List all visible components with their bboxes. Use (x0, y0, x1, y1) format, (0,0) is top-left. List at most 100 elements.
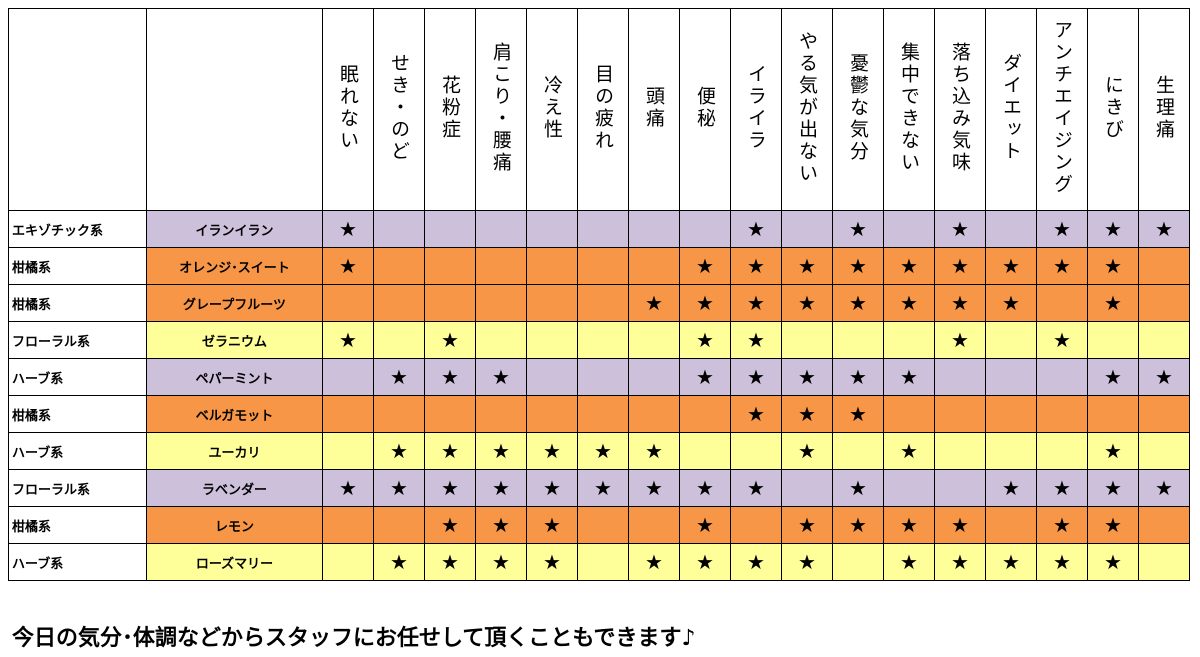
star-mark: ★ (730, 210, 782, 248)
oil-name-cell: イランイラン (146, 210, 323, 248)
empty-cell (526, 247, 578, 285)
star-mark: ★ (628, 469, 680, 507)
star-mark: ★ (832, 210, 884, 248)
star-mark: ★ (1036, 210, 1088, 248)
empty-cell (424, 395, 476, 433)
header-symptom: にきび (1087, 8, 1139, 211)
empty-cell (373, 210, 425, 248)
header-name (146, 8, 323, 211)
empty-cell (475, 247, 527, 285)
empty-cell (322, 432, 374, 470)
star-mark: ★ (373, 358, 425, 396)
empty-cell (1138, 432, 1190, 470)
empty-cell (577, 247, 629, 285)
category-cell: 柑橘系 (8, 247, 147, 285)
empty-cell (628, 210, 680, 248)
empty-cell (1087, 395, 1139, 433)
empty-cell (373, 284, 425, 322)
category-cell: エキゾチック系 (8, 210, 147, 248)
empty-cell (577, 506, 629, 544)
star-mark: ★ (985, 284, 1037, 322)
star-mark: ★ (934, 506, 986, 544)
category-cell: フローラル系 (8, 469, 147, 507)
symptom-label: 肩こり・腰痛 (490, 41, 512, 174)
star-mark: ★ (730, 247, 782, 285)
star-mark: ★ (730, 284, 782, 322)
header-symptom: 落ち込み気味 (934, 8, 986, 211)
header-symptom: 花粉症 (424, 8, 476, 211)
star-mark: ★ (526, 469, 578, 507)
header-symptom: 頭痛 (628, 8, 680, 211)
star-mark: ★ (832, 358, 884, 396)
empty-cell (526, 395, 578, 433)
header-symptom: 肩こり・腰痛 (475, 8, 527, 211)
empty-cell (883, 395, 935, 433)
empty-cell (322, 358, 374, 396)
empty-cell (1036, 284, 1088, 322)
star-mark: ★ (679, 543, 731, 581)
table-row: エキゾチック系 イランイラン ★ ★ ★ ★ ★ ★ ★ (8, 210, 1190, 248)
symptom-label: せき・のど (388, 52, 410, 163)
star-mark: ★ (781, 247, 833, 285)
oil-name-cell: ベルガモット (146, 395, 323, 433)
star-mark: ★ (526, 543, 578, 581)
table-row: ハーブ系 ユーカリ ★ ★ ★ ★ ★ ★ ★ ★ ★ (8, 432, 1190, 470)
star-mark: ★ (679, 284, 731, 322)
star-mark: ★ (985, 543, 1037, 581)
oil-name-cell: レモン (146, 506, 323, 544)
star-mark: ★ (628, 432, 680, 470)
empty-cell (475, 210, 527, 248)
empty-cell (1036, 395, 1088, 433)
symptom-label: 生理痛 (1153, 74, 1175, 141)
empty-cell (475, 395, 527, 433)
empty-cell (832, 321, 884, 359)
star-mark: ★ (832, 469, 884, 507)
header-symptom: イライラ (730, 8, 782, 211)
empty-cell (526, 210, 578, 248)
star-mark: ★ (424, 358, 476, 396)
table-row: フローラル系 ゼラニウム ★ ★ ★ ★ ★ ★ (8, 321, 1190, 359)
empty-cell (1087, 321, 1139, 359)
empty-cell (883, 321, 935, 359)
star-mark: ★ (1138, 358, 1190, 396)
star-mark: ★ (475, 469, 527, 507)
table-row: フローラル系 ラベンダー ★ ★ ★ ★ ★ ★ ★ ★ ★ ★ ★ ★ ★ ★ (8, 469, 1190, 507)
empty-cell (424, 284, 476, 322)
empty-cell (934, 358, 986, 396)
star-mark: ★ (373, 543, 425, 581)
footer-note: 今日の気分･体調などからスタッフにお任せして頂くこともできます♪ (12, 626, 696, 651)
empty-cell (628, 247, 680, 285)
empty-cell (526, 358, 578, 396)
header-category (8, 8, 147, 211)
star-mark: ★ (577, 432, 629, 470)
star-mark: ★ (781, 395, 833, 433)
empty-cell (832, 543, 884, 581)
star-mark: ★ (883, 358, 935, 396)
empty-cell (1138, 395, 1190, 433)
star-mark: ★ (985, 469, 1037, 507)
empty-cell (1138, 284, 1190, 322)
empty-cell (322, 506, 374, 544)
star-mark: ★ (679, 506, 731, 544)
symptom-label: 便秘 (694, 85, 716, 130)
symptom-label: アンチエイジング (1051, 19, 1073, 196)
aroma-symptom-table: 眠れない せき・のど 花粉症 肩こり・腰痛 冷え性 目の疲れ 頭痛 便秘 イライラ やる気が出ない… (8, 8, 1190, 581)
empty-cell (781, 469, 833, 507)
star-mark: ★ (883, 506, 935, 544)
empty-cell (1138, 543, 1190, 581)
empty-cell (424, 210, 476, 248)
table-row: 柑橘系 レモン ★ ★ ★ ★ ★ ★ ★ ★ ★ ★ (8, 506, 1190, 544)
symptom-label: 冷え性 (541, 74, 563, 141)
star-mark: ★ (373, 432, 425, 470)
star-mark: ★ (1087, 506, 1139, 544)
empty-cell (424, 247, 476, 285)
oil-name-cell: ユーカリ (146, 432, 323, 470)
empty-cell (1138, 506, 1190, 544)
empty-cell (373, 506, 425, 544)
star-mark: ★ (628, 284, 680, 322)
star-mark: ★ (526, 506, 578, 544)
empty-cell (679, 210, 731, 248)
star-mark: ★ (1087, 469, 1139, 507)
empty-cell (832, 432, 884, 470)
category-cell: ハーブ系 (8, 432, 147, 470)
